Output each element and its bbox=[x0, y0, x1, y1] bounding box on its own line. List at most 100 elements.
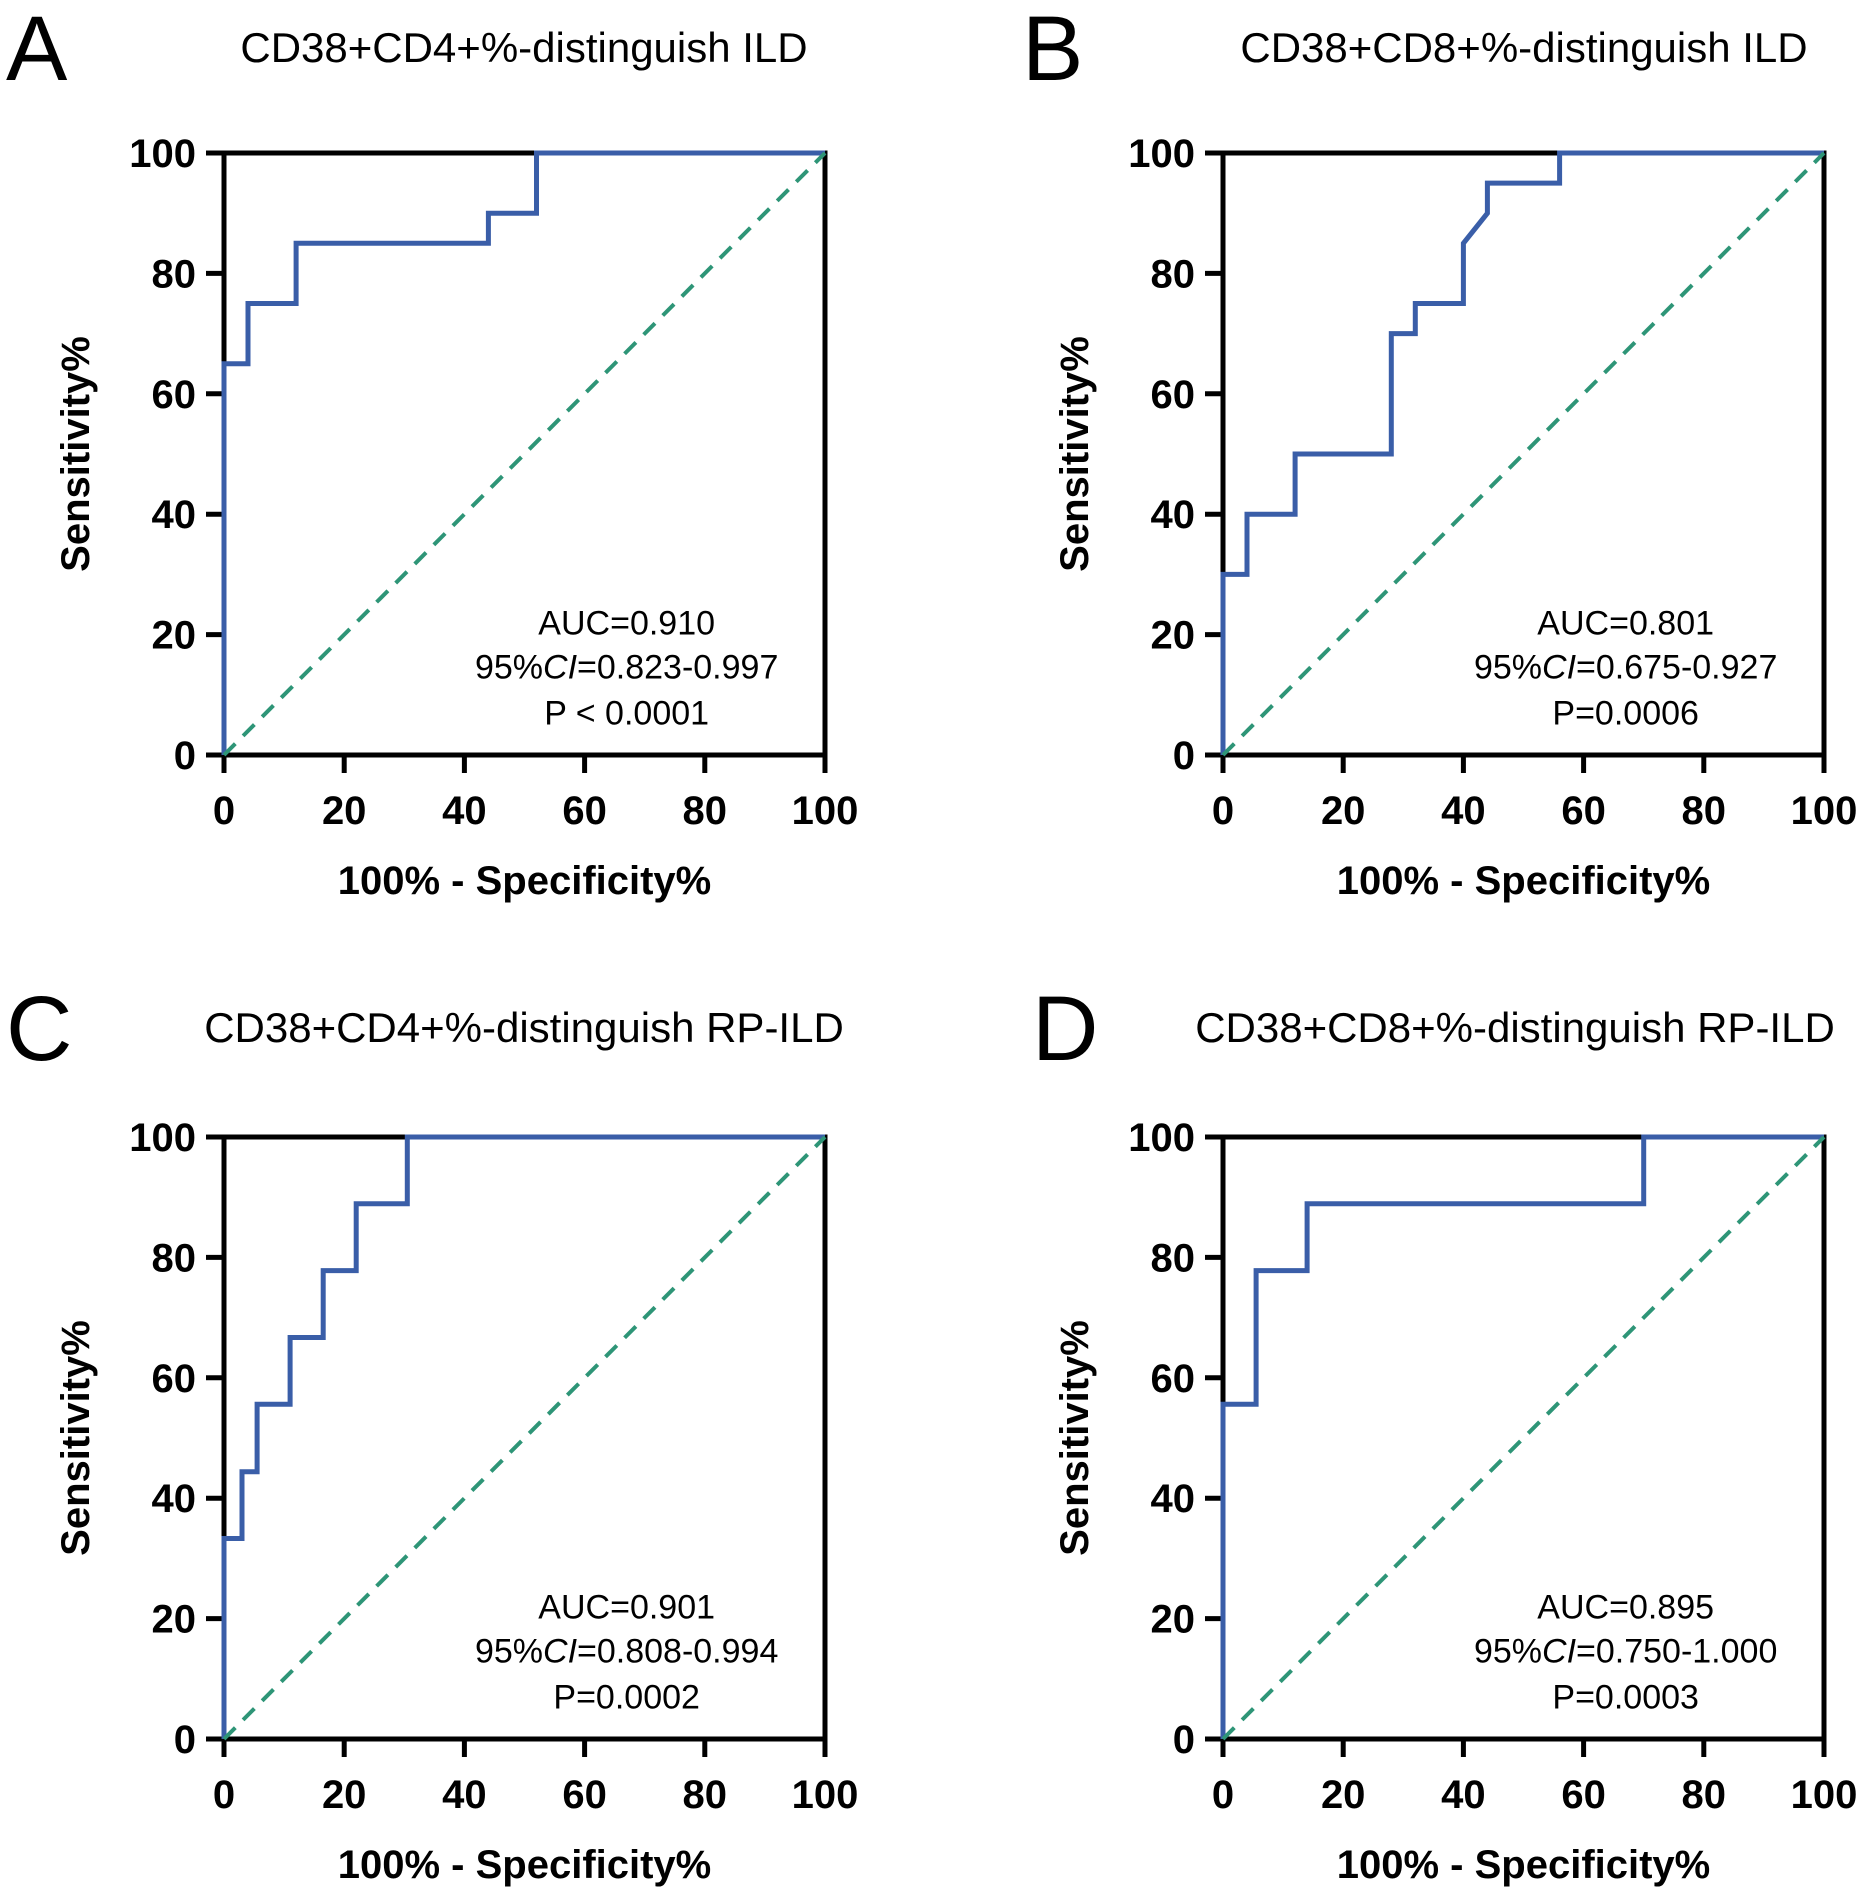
panel-d: D CD38+CD8+%-distinguish RP-ILD 0 20 40 60 80 1… bbox=[1032, 978, 1857, 1887]
reference-diagonal-line bbox=[222, 1135, 827, 1741]
reference-diagonal-line bbox=[222, 151, 827, 757]
p-value-annotation: P=0.0002 bbox=[553, 1679, 700, 1717]
panel-letter: C bbox=[6, 978, 72, 1080]
ci-value: =0.823-0.997 bbox=[577, 649, 778, 687]
roc-curve-line bbox=[1220, 1134, 1824, 1739]
y-tick-label: 0 bbox=[1173, 734, 1195, 778]
x-tick-label: 80 bbox=[1682, 789, 1727, 833]
y-tick-label: 60 bbox=[152, 1357, 197, 1401]
x-tick-label: 60 bbox=[562, 1773, 607, 1817]
ci-annotation: 95%CI=0.675-0.927 bbox=[1474, 649, 1777, 687]
y-tick-label: 100 bbox=[1128, 1116, 1195, 1160]
panel-title: CD38+CD4+%-distinguish RP-ILD bbox=[204, 1004, 844, 1051]
x-tick-label: 100 bbox=[792, 1773, 859, 1817]
panel-c: C CD38+CD4+%-distinguish RP-ILD 0 20 40 60 80 1… bbox=[6, 978, 858, 1887]
y-tick-label: 40 bbox=[152, 493, 197, 537]
y-tick-label: 100 bbox=[129, 132, 196, 176]
ci-prefix: 95% bbox=[475, 1633, 543, 1671]
plot-frame bbox=[1220, 150, 1827, 758]
ci-italic: CI bbox=[1542, 1633, 1577, 1671]
x-axis-label: 100% - Specificity% bbox=[338, 1843, 712, 1887]
panel-b: B CD38+CD8+%-distinguish ILD 0 20 40 60 80 100 0… bbox=[1022, 0, 1857, 903]
y-tick-label: 60 bbox=[152, 373, 197, 417]
reference-diagonal-line bbox=[1221, 151, 1826, 757]
panel-title: CD38+CD4+%-distinguish ILD bbox=[240, 24, 807, 71]
y-tick-label: 20 bbox=[1151, 1598, 1196, 1642]
y-tick-label: 60 bbox=[1151, 373, 1196, 417]
x-tick-label: 80 bbox=[683, 1773, 728, 1817]
p-value-annotation: P=0.0003 bbox=[1552, 1679, 1699, 1717]
y-tick-label: 100 bbox=[129, 1116, 196, 1160]
x-tick-label: 60 bbox=[1561, 1773, 1606, 1817]
ci-prefix: 95% bbox=[1474, 1633, 1542, 1671]
panel-letter: B bbox=[1022, 0, 1083, 100]
roc-curve-line bbox=[221, 150, 825, 755]
y-tick-label: 80 bbox=[1151, 1236, 1196, 1280]
panel-a: A CD38+CD4+%-distinguish ILD 0 20 40 60 80 100 0… bbox=[6, 0, 858, 903]
y-tick-label: 80 bbox=[152, 1236, 197, 1280]
x-tick-label: 20 bbox=[1321, 1773, 1366, 1817]
y-axis-label: Sensitivity% bbox=[54, 1320, 98, 1556]
y-axis-label: Sensitivity% bbox=[1053, 1320, 1097, 1556]
ci-prefix: 95% bbox=[1474, 649, 1542, 687]
x-tick-label: 40 bbox=[442, 1773, 487, 1817]
ci-value: =0.750-1.000 bbox=[1576, 1633, 1777, 1671]
x-tick-label: 80 bbox=[1682, 1773, 1727, 1817]
ci-annotation: 95%CI=0.823-0.997 bbox=[475, 649, 778, 687]
panel-title: CD38+CD8+%-distinguish ILD bbox=[1240, 24, 1807, 71]
panel-letter: D bbox=[1032, 978, 1098, 1080]
x-axis-label: 100% - Specificity% bbox=[1337, 1843, 1711, 1887]
x-tick-label: 20 bbox=[322, 789, 367, 833]
x-tick-label: 0 bbox=[213, 1773, 235, 1817]
auc-annotation: AUC=0.801 bbox=[1537, 605, 1714, 643]
p-value-annotation: P=0.0006 bbox=[1552, 695, 1699, 733]
ci-prefix: 95% bbox=[475, 649, 543, 687]
x-tick-label: 20 bbox=[1321, 789, 1366, 833]
x-axis-label: 100% - Specificity% bbox=[1337, 859, 1711, 903]
y-axis-label: Sensitivity% bbox=[54, 336, 98, 572]
ci-italic: CI bbox=[543, 649, 578, 687]
x-tick-label: 0 bbox=[213, 789, 235, 833]
x-tick-label: 0 bbox=[1212, 1773, 1234, 1817]
ci-italic: CI bbox=[543, 1633, 578, 1671]
y-tick-label: 40 bbox=[152, 1477, 197, 1521]
ci-italic: CI bbox=[1542, 649, 1577, 687]
x-axis-label: 100% - Specificity% bbox=[338, 859, 712, 903]
ci-annotation: 95%CI=0.808-0.994 bbox=[475, 1633, 778, 1671]
auc-annotation: AUC=0.901 bbox=[538, 1589, 715, 1627]
x-tick-label: 100 bbox=[1791, 1773, 1858, 1817]
y-tick-label: 40 bbox=[1151, 493, 1196, 537]
x-tick-label: 40 bbox=[1441, 1773, 1486, 1817]
y-tick-label: 80 bbox=[1151, 252, 1196, 296]
ci-value: =0.808-0.994 bbox=[577, 1633, 778, 1671]
y-tick-label: 20 bbox=[152, 614, 197, 658]
x-tick-label: 0 bbox=[1212, 789, 1234, 833]
roc-curve-line bbox=[221, 1134, 825, 1739]
y-axis-label: Sensitivity% bbox=[1053, 336, 1097, 572]
y-tick-label: 40 bbox=[1151, 1477, 1196, 1521]
x-tick-label: 40 bbox=[1441, 789, 1486, 833]
y-tick-label: 100 bbox=[1128, 132, 1195, 176]
panel-letter: A bbox=[6, 0, 68, 100]
ci-value: =0.675-0.927 bbox=[1576, 649, 1777, 687]
roc-curve-line bbox=[1220, 150, 1824, 755]
x-tick-label: 80 bbox=[683, 789, 728, 833]
y-tick-label: 60 bbox=[1151, 1357, 1196, 1401]
x-tick-label: 60 bbox=[562, 789, 607, 833]
y-tick-label: 0 bbox=[174, 1718, 196, 1762]
auc-annotation: AUC=0.910 bbox=[538, 605, 715, 643]
x-tick-label: 20 bbox=[322, 1773, 367, 1817]
y-tick-label: 20 bbox=[152, 1598, 197, 1642]
p-value-annotation: P < 0.0001 bbox=[544, 695, 709, 733]
auc-annotation: AUC=0.895 bbox=[1537, 1589, 1714, 1627]
x-tick-label: 100 bbox=[792, 789, 859, 833]
y-tick-label: 0 bbox=[1173, 1718, 1195, 1762]
y-tick-label: 0 bbox=[174, 734, 196, 778]
x-tick-label: 100 bbox=[1791, 789, 1858, 833]
ci-annotation: 95%CI=0.750-1.000 bbox=[1474, 1633, 1777, 1671]
panel-title: CD38+CD8+%-distinguish RP-ILD bbox=[1195, 1004, 1835, 1051]
x-tick-label: 40 bbox=[442, 789, 487, 833]
x-tick-label: 60 bbox=[1561, 789, 1606, 833]
reference-diagonal-line bbox=[1221, 1135, 1826, 1741]
